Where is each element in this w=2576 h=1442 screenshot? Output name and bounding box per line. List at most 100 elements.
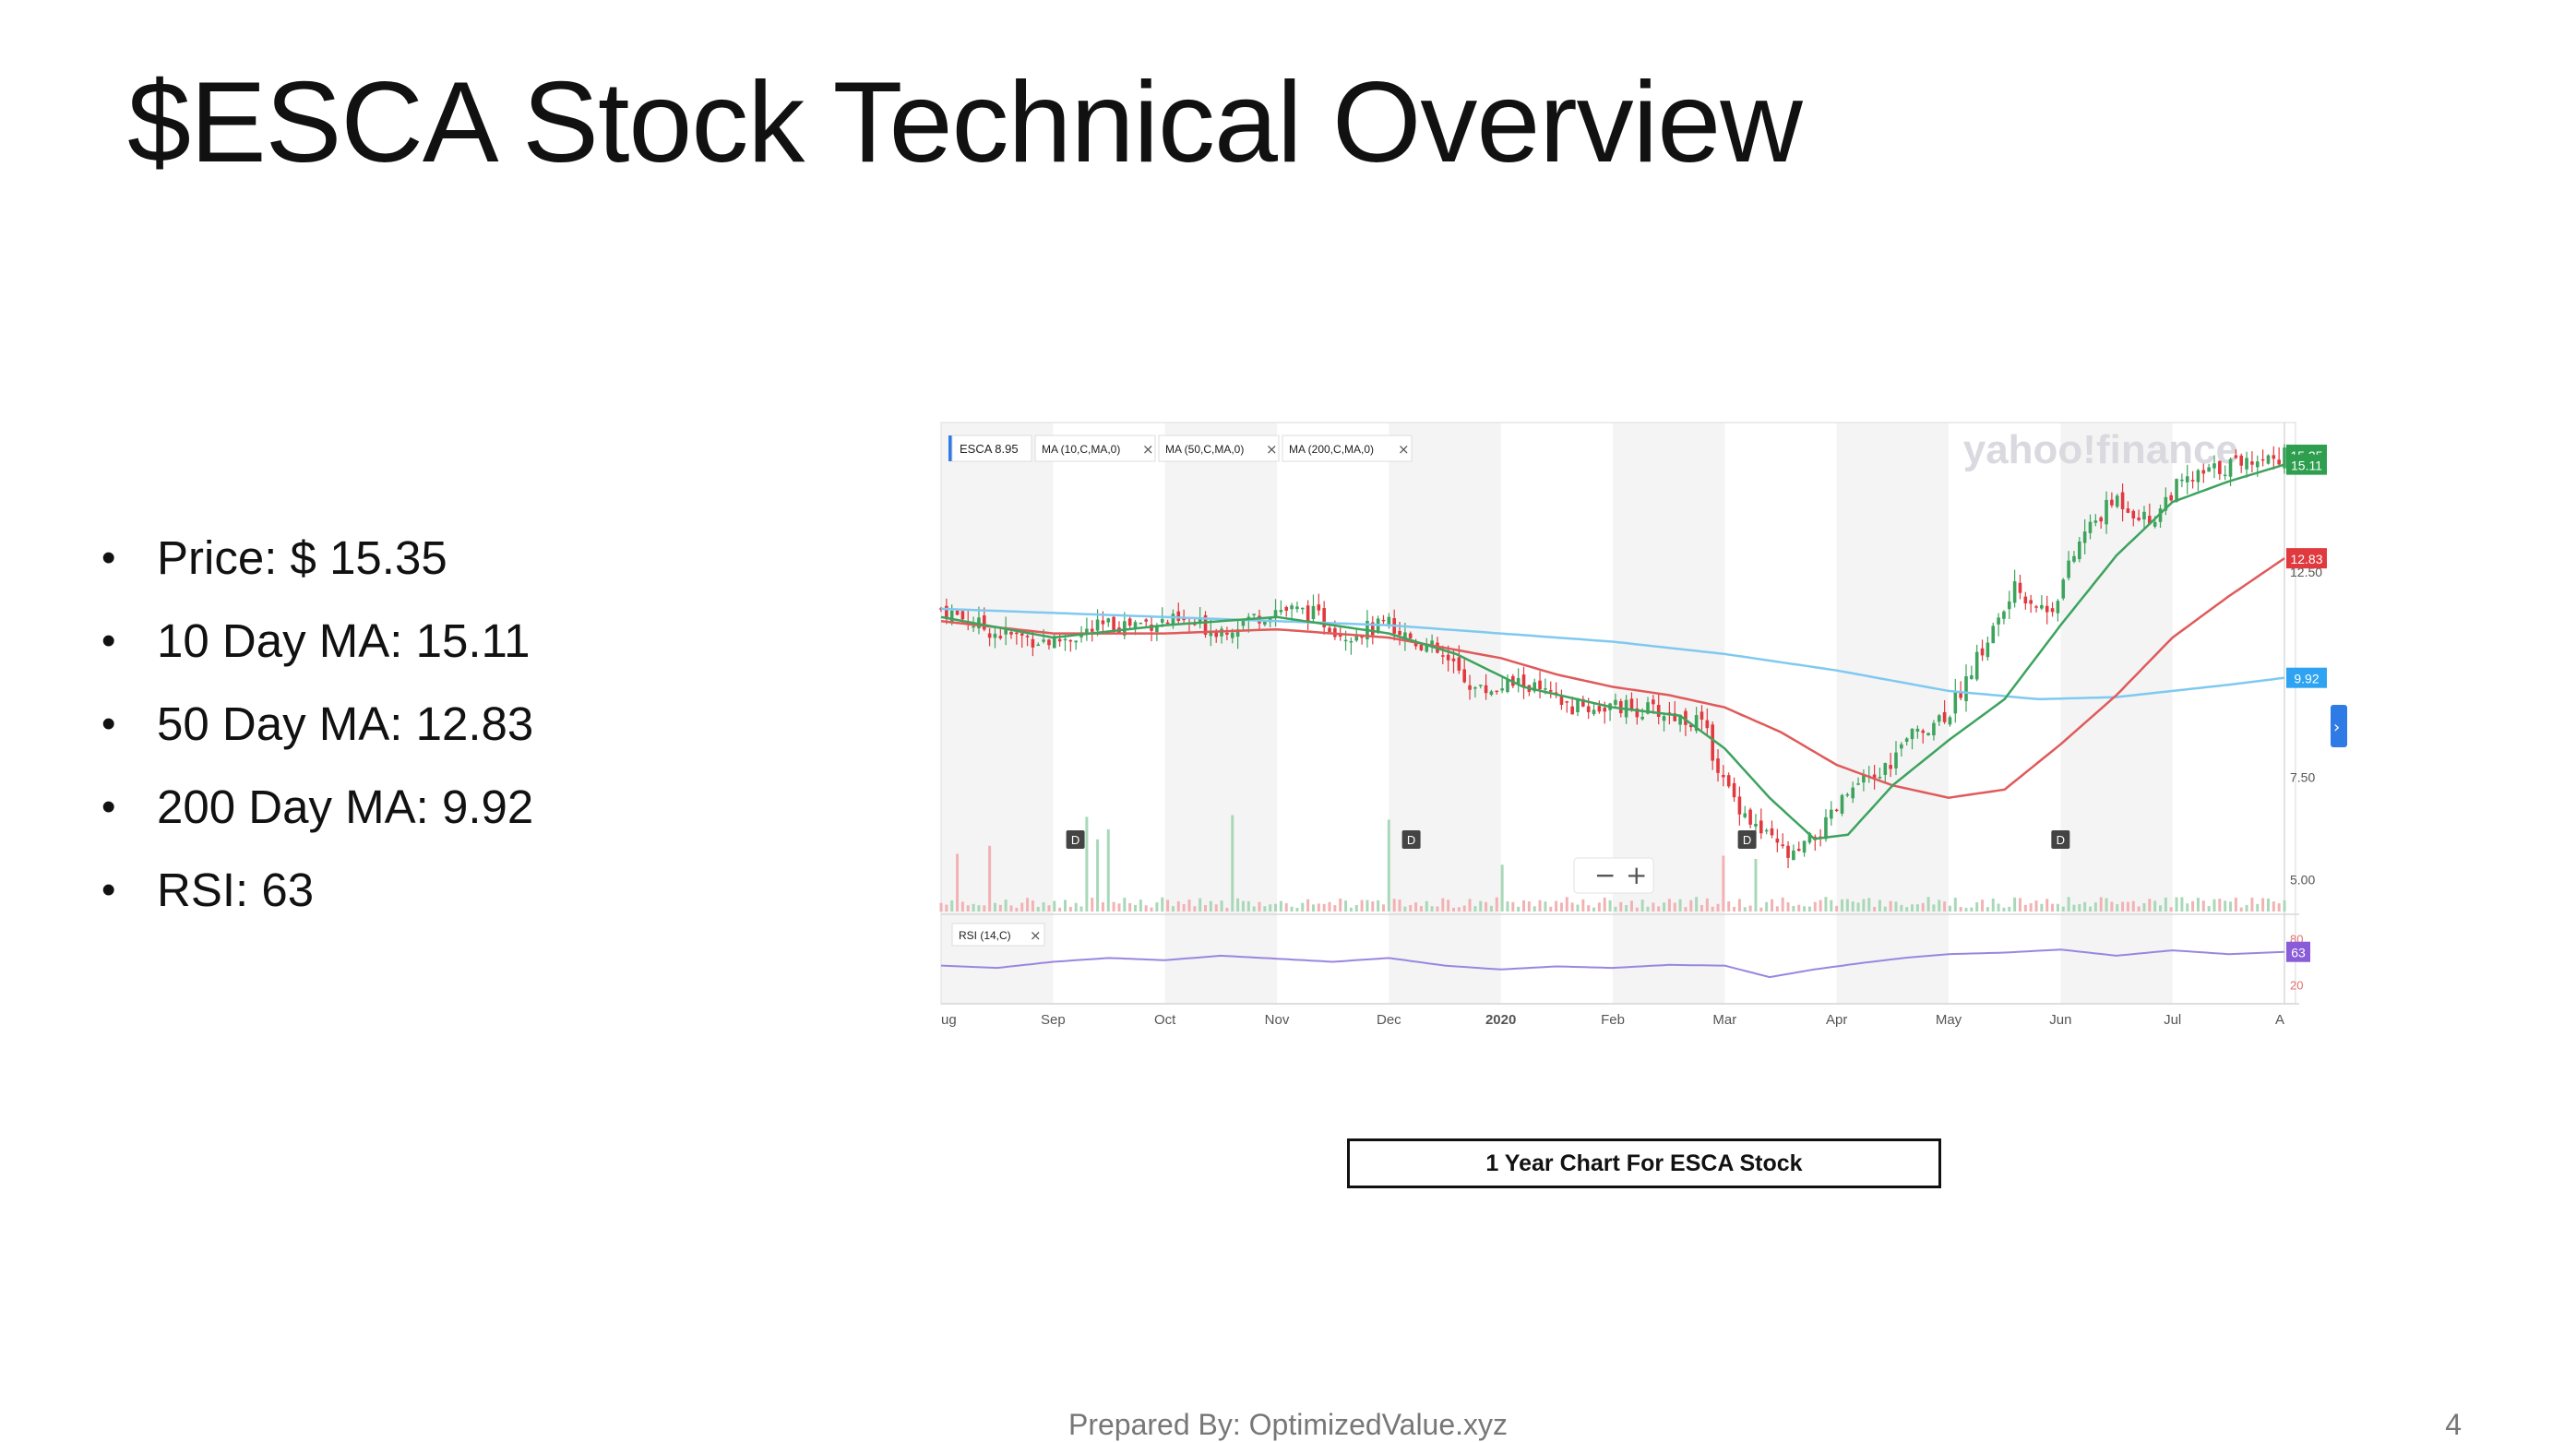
candle-body bbox=[1290, 605, 1294, 610]
chevron-right-icon: › bbox=[2333, 718, 2340, 737]
candle-body bbox=[1322, 608, 1326, 627]
ma50-chip-label: MA (50,C,MA,0) bbox=[1165, 443, 1244, 456]
volume-bar bbox=[2029, 903, 2033, 912]
candle-body bbox=[2283, 447, 2286, 469]
candle-body bbox=[2153, 521, 2157, 527]
candle-body bbox=[1101, 620, 1105, 625]
volume-bar bbox=[956, 853, 960, 912]
ma50-chip[interactable] bbox=[1158, 435, 1280, 462]
candle-body bbox=[1381, 619, 1386, 622]
candle-body bbox=[1970, 674, 1974, 679]
volume-bar bbox=[1258, 901, 1261, 912]
rsi-line bbox=[940, 948, 2285, 979]
candle-body bbox=[1025, 636, 1030, 638]
rsi-chip-close-icon[interactable]: × bbox=[1030, 927, 1042, 944]
candle-body bbox=[2088, 521, 2093, 533]
ma200-line bbox=[940, 607, 2285, 701]
volume-bar bbox=[2201, 900, 2205, 912]
dividend-marker bbox=[1066, 830, 1085, 849]
ticker-chip[interactable] bbox=[951, 435, 1032, 462]
volume-bar bbox=[1938, 900, 1941, 912]
volume-bar bbox=[1074, 902, 1078, 912]
candle-body bbox=[2234, 455, 2238, 459]
volume-bar bbox=[2175, 897, 2178, 912]
volume-bar bbox=[2116, 904, 2119, 912]
y-tick-label: 7.50 bbox=[2290, 769, 2315, 784]
rsi-badge-box bbox=[2286, 941, 2310, 962]
volume-bar bbox=[988, 845, 992, 912]
candle-body bbox=[1699, 711, 1704, 720]
price-badge-label: 9.92 bbox=[2294, 672, 2319, 686]
volume-bar bbox=[1652, 902, 1655, 912]
rsi-chip[interactable] bbox=[951, 923, 1045, 947]
volume-bar bbox=[1511, 901, 1515, 912]
candle-body bbox=[2045, 605, 2049, 613]
ma200-chip-close-icon[interactable]: × bbox=[1398, 441, 1410, 458]
volume-bar bbox=[1689, 900, 1693, 912]
candle-body bbox=[1792, 850, 1795, 861]
volume-bar bbox=[1797, 904, 1801, 912]
volume-bar bbox=[1246, 900, 1250, 912]
ma200-chip[interactable] bbox=[1282, 435, 1413, 462]
volume-bar bbox=[2180, 897, 2184, 912]
volume-bar bbox=[1673, 902, 1676, 912]
zoom-in-button[interactable]: + bbox=[1626, 860, 1647, 890]
volume-bar bbox=[1150, 907, 1153, 912]
candle-body bbox=[1516, 677, 1521, 685]
volume-bar bbox=[2088, 906, 2092, 912]
volume-bar bbox=[1117, 903, 1121, 912]
candle-body bbox=[1230, 632, 1234, 638]
ma10-chip-close-icon[interactable]: × bbox=[1142, 441, 1154, 458]
volume-bar bbox=[1733, 906, 1736, 912]
candle-body bbox=[2175, 479, 2178, 502]
expand-tab[interactable] bbox=[2331, 705, 2347, 747]
candle-body bbox=[1306, 605, 1310, 622]
candle-body bbox=[1176, 611, 1181, 622]
volume-bar bbox=[1161, 897, 1164, 912]
candle-body bbox=[1770, 828, 1774, 836]
volume-bar bbox=[1414, 902, 1418, 912]
volume-bar bbox=[1392, 899, 1396, 912]
candle-body bbox=[1959, 691, 1962, 698]
candle-body bbox=[1737, 796, 1742, 815]
volume-bar bbox=[2250, 897, 2254, 912]
volume-bar bbox=[1770, 899, 1773, 912]
candle-body bbox=[2180, 479, 2184, 482]
candle-body bbox=[2072, 555, 2076, 562]
candle-body bbox=[2201, 470, 2206, 474]
volume-bar bbox=[1845, 899, 1849, 912]
candle-body bbox=[1635, 708, 1640, 718]
volume-bar bbox=[1900, 904, 1903, 912]
zoom-controls bbox=[1573, 857, 1654, 894]
volume-bar bbox=[1522, 900, 1526, 912]
volume-bar bbox=[1538, 900, 1542, 912]
volume-bar bbox=[1468, 899, 1472, 912]
candle-body bbox=[1004, 627, 1008, 635]
zoom-out-button[interactable]: − bbox=[1594, 860, 1616, 890]
volume-bar bbox=[2061, 906, 2065, 912]
candle-body bbox=[2061, 579, 2066, 599]
volume-bar bbox=[1911, 904, 1914, 912]
volume-bar bbox=[1425, 900, 1428, 912]
x-tick-label: Jul bbox=[2164, 1012, 2181, 1028]
ma10-chip[interactable] bbox=[1034, 435, 1156, 462]
volume-bar bbox=[1144, 905, 1148, 912]
dividend-marker-label: D bbox=[1743, 833, 1751, 847]
volume-bar bbox=[1640, 900, 1644, 912]
candle-body bbox=[1441, 655, 1445, 657]
volume-bar bbox=[1398, 900, 1401, 912]
volume-bar bbox=[2207, 906, 2211, 912]
volume-bar bbox=[1058, 907, 1062, 912]
candle-body bbox=[1964, 676, 1968, 702]
candle-body bbox=[1656, 704, 1661, 718]
candle-body bbox=[1894, 752, 1898, 769]
chart-caption: 1 Year Chart For ESCA Stock bbox=[1347, 1138, 1941, 1188]
candle-body bbox=[1063, 638, 1067, 641]
volume-bar bbox=[1333, 905, 1337, 912]
ma50-chip-close-icon[interactable]: × bbox=[1266, 441, 1278, 458]
candle-body bbox=[1754, 823, 1758, 827]
rsi-tick-label: 20 bbox=[2290, 978, 2303, 992]
candle-body bbox=[1328, 627, 1331, 633]
candle-body bbox=[1915, 728, 1920, 733]
volume-bar bbox=[1295, 907, 1299, 912]
